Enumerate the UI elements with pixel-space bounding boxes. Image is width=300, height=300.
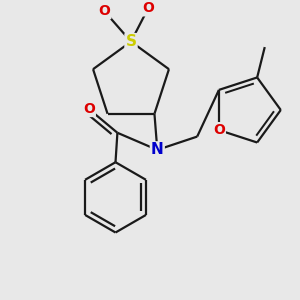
Text: O: O: [213, 123, 225, 137]
Text: O: O: [98, 4, 110, 18]
Text: S: S: [125, 34, 136, 49]
Text: O: O: [83, 102, 95, 116]
Text: O: O: [142, 2, 154, 15]
Text: N: N: [151, 142, 164, 158]
